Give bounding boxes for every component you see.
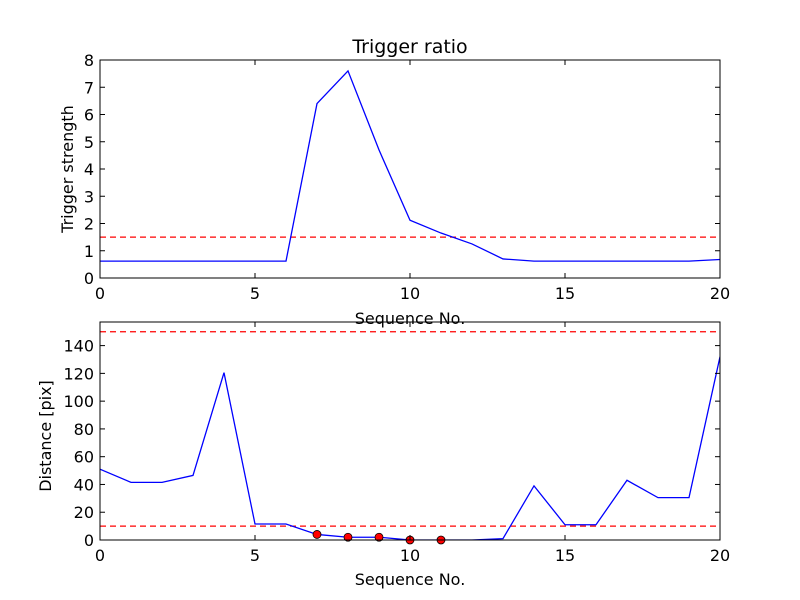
y-tick-label: 60	[74, 448, 94, 467]
x-tick-label: 0	[95, 546, 105, 565]
y-tick-label: 2	[84, 215, 94, 234]
trigger-ratio-chart: Trigger ratio 0 5 10 15 20 0 1 2 3 4 5 6 7 8 Sequence…	[58, 36, 730, 328]
y-tick-label: 0	[84, 531, 94, 550]
y-tick-label: 120	[63, 364, 94, 383]
y-tick-label: 5	[84, 133, 94, 152]
x-tick-label: 20	[710, 546, 730, 565]
plot-area: 0 5 10 15 20 0 20 40 60 80 100 120 140	[63, 321, 730, 565]
plot-frame	[99, 59, 721, 279]
y-axis-label: Trigger strength	[58, 105, 77, 234]
x-axis-label: Sequence No.	[355, 309, 466, 328]
plot-area: 0 5 10 15 20 0 1 2 3 4 5 6 7 8	[84, 51, 730, 303]
highlight-point	[312, 530, 322, 539]
x-tick-label: 5	[250, 284, 260, 303]
x-tick-label: 20	[710, 284, 730, 303]
highlight-point	[343, 532, 353, 542]
x-tick-label: 10	[400, 284, 420, 303]
y-tick-label: 4	[84, 160, 94, 179]
x-tick-label: 0	[95, 284, 105, 303]
y-tick-label: 20	[74, 503, 94, 522]
y-tick-label: 100	[63, 392, 94, 411]
y-tick-label: 0	[84, 269, 94, 288]
x-axis-label: Sequence No.	[355, 570, 466, 589]
y-tick-label: 6	[84, 106, 94, 125]
plot-frame	[99, 321, 721, 541]
x-tick-label: 10	[400, 546, 420, 565]
chart-title: Trigger ratio	[351, 36, 467, 58]
y-tick-label: 140	[63, 337, 94, 356]
highlight-point	[374, 532, 384, 542]
series-line-1	[100, 356, 720, 540]
y-tick-label: 8	[84, 51, 94, 70]
x-tick-label: 15	[555, 546, 575, 565]
y-tick-label: 80	[74, 420, 94, 439]
y-tick-label: 3	[84, 187, 94, 206]
series-line-1	[100, 69, 720, 262]
y-tick-label: 40	[74, 475, 94, 494]
x-tick-label: 15	[555, 284, 575, 303]
y-axis-label: Distance [pix]	[36, 380, 55, 492]
x-tick-label: 5	[250, 546, 260, 565]
y-tick-label: 7	[84, 78, 94, 97]
y-tick-label: 1	[84, 242, 94, 261]
